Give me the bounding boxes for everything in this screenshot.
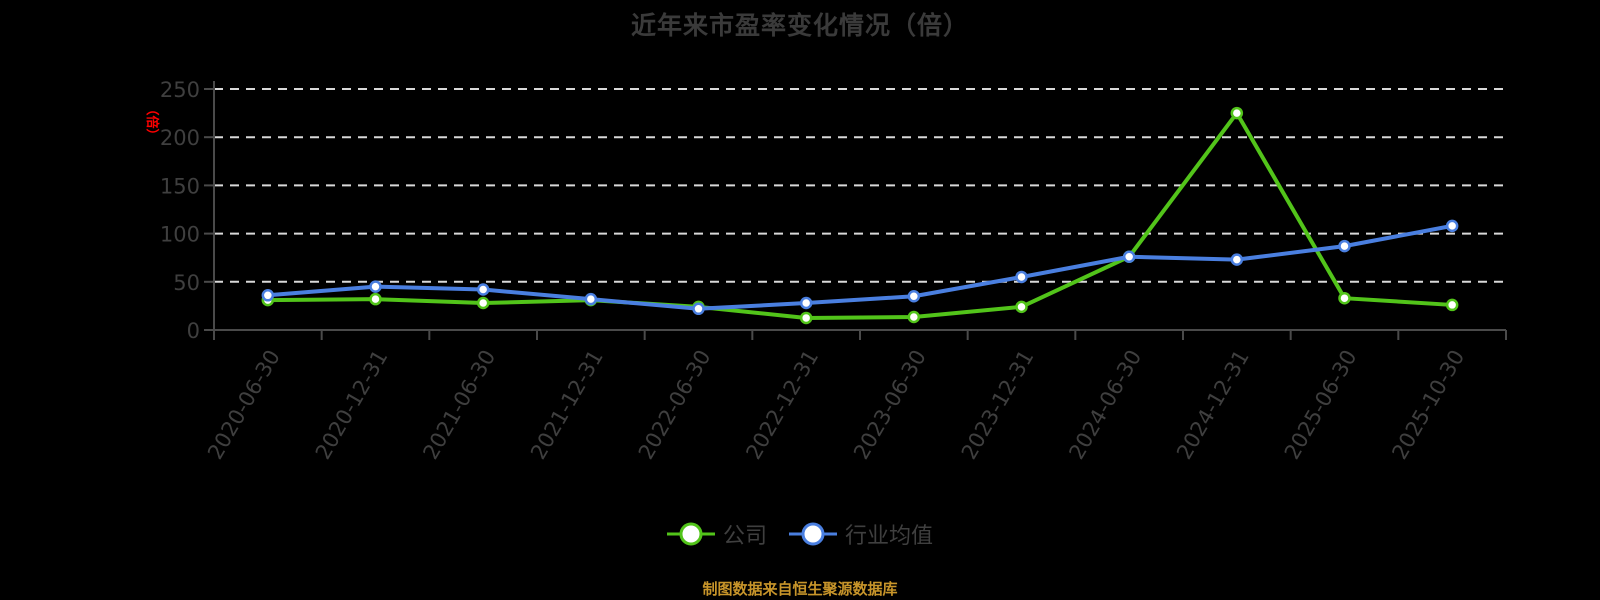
grid-lines: [214, 88, 1506, 283]
y-tick-label: 250: [160, 78, 200, 102]
legend-company-marker-icon: [666, 522, 715, 546]
data-point[interactable]: [476, 283, 490, 296]
data-point[interactable]: [799, 296, 813, 310]
data-point[interactable]: [907, 290, 921, 303]
data-point[interactable]: [261, 289, 275, 302]
x-axis-ticks: 2020-06-30 2020-12-31 2021-06-30 2021-12-31…: [203, 346, 1469, 464]
x-tick-label: 2023-06-30: [849, 346, 931, 464]
legend: 公司 行业均值: [0, 518, 1600, 550]
data-source-footer: 制图数据来自恒生聚源数据库: [702, 580, 898, 598]
axes: [204, 81, 1507, 340]
data-point[interactable]: [1015, 300, 1028, 314]
x-tick-label: 2021-06-30: [418, 346, 500, 464]
x-tick-label: 2020-06-30: [203, 346, 285, 464]
x-tick-label: 2022-12-31: [741, 346, 823, 464]
data-point[interactable]: [1122, 250, 1136, 263]
y-tick-label: 200: [160, 126, 200, 150]
data-point[interactable]: [1338, 291, 1351, 305]
chart-title: 近年来市盈率变化情况（倍）: [630, 11, 969, 40]
data-point[interactable]: [369, 292, 382, 306]
data-point[interactable]: [1015, 270, 1028, 284]
y-tick-label: 100: [160, 223, 200, 247]
x-tick-label: 2022-06-30: [634, 346, 716, 464]
data-point[interactable]: [907, 310, 921, 324]
x-tick-label: 2024-06-30: [1064, 346, 1146, 464]
data-point[interactable]: [692, 302, 705, 316]
industry-series: [261, 219, 1459, 316]
y-axis-unit-label: （倍）: [144, 102, 160, 141]
legend-item-industry[interactable]: 行业均值: [789, 518, 933, 550]
legend-item-company[interactable]: 公司: [666, 518, 767, 550]
x-tick-label: 2025-06-30: [1280, 346, 1362, 464]
legend-label-industry: 行业均值: [845, 524, 934, 549]
y-axis-ticks: 0 50 100 150 200 250: [160, 78, 200, 343]
data-point[interactable]: [1445, 298, 1459, 312]
x-tick-label: 2020-12-31: [311, 346, 393, 464]
y-tick-label: 150: [160, 174, 200, 198]
data-point[interactable]: [799, 311, 813, 325]
legend-label-company: 公司: [722, 524, 767, 549]
company-series: [261, 106, 1459, 325]
x-tick-label: 2021-12-31: [526, 346, 608, 464]
data-point[interactable]: [1445, 219, 1459, 233]
data-point[interactable]: [1230, 253, 1244, 266]
data-point[interactable]: [584, 292, 598, 306]
data-point[interactable]: [369, 280, 382, 293]
x-tick-label: 2025-10-30: [1387, 346, 1469, 464]
data-point[interactable]: [1338, 239, 1351, 253]
x-tick-label: 2024-12-31: [1172, 346, 1254, 464]
legend-industry-marker-icon: [789, 522, 837, 546]
data-point[interactable]: [1230, 106, 1244, 120]
series-lines: [261, 106, 1459, 325]
data-point[interactable]: [476, 296, 490, 310]
y-tick-label: 50: [173, 271, 200, 295]
y-tick-label: 0: [187, 319, 200, 343]
x-tick-label: 2023-12-31: [957, 346, 1039, 464]
